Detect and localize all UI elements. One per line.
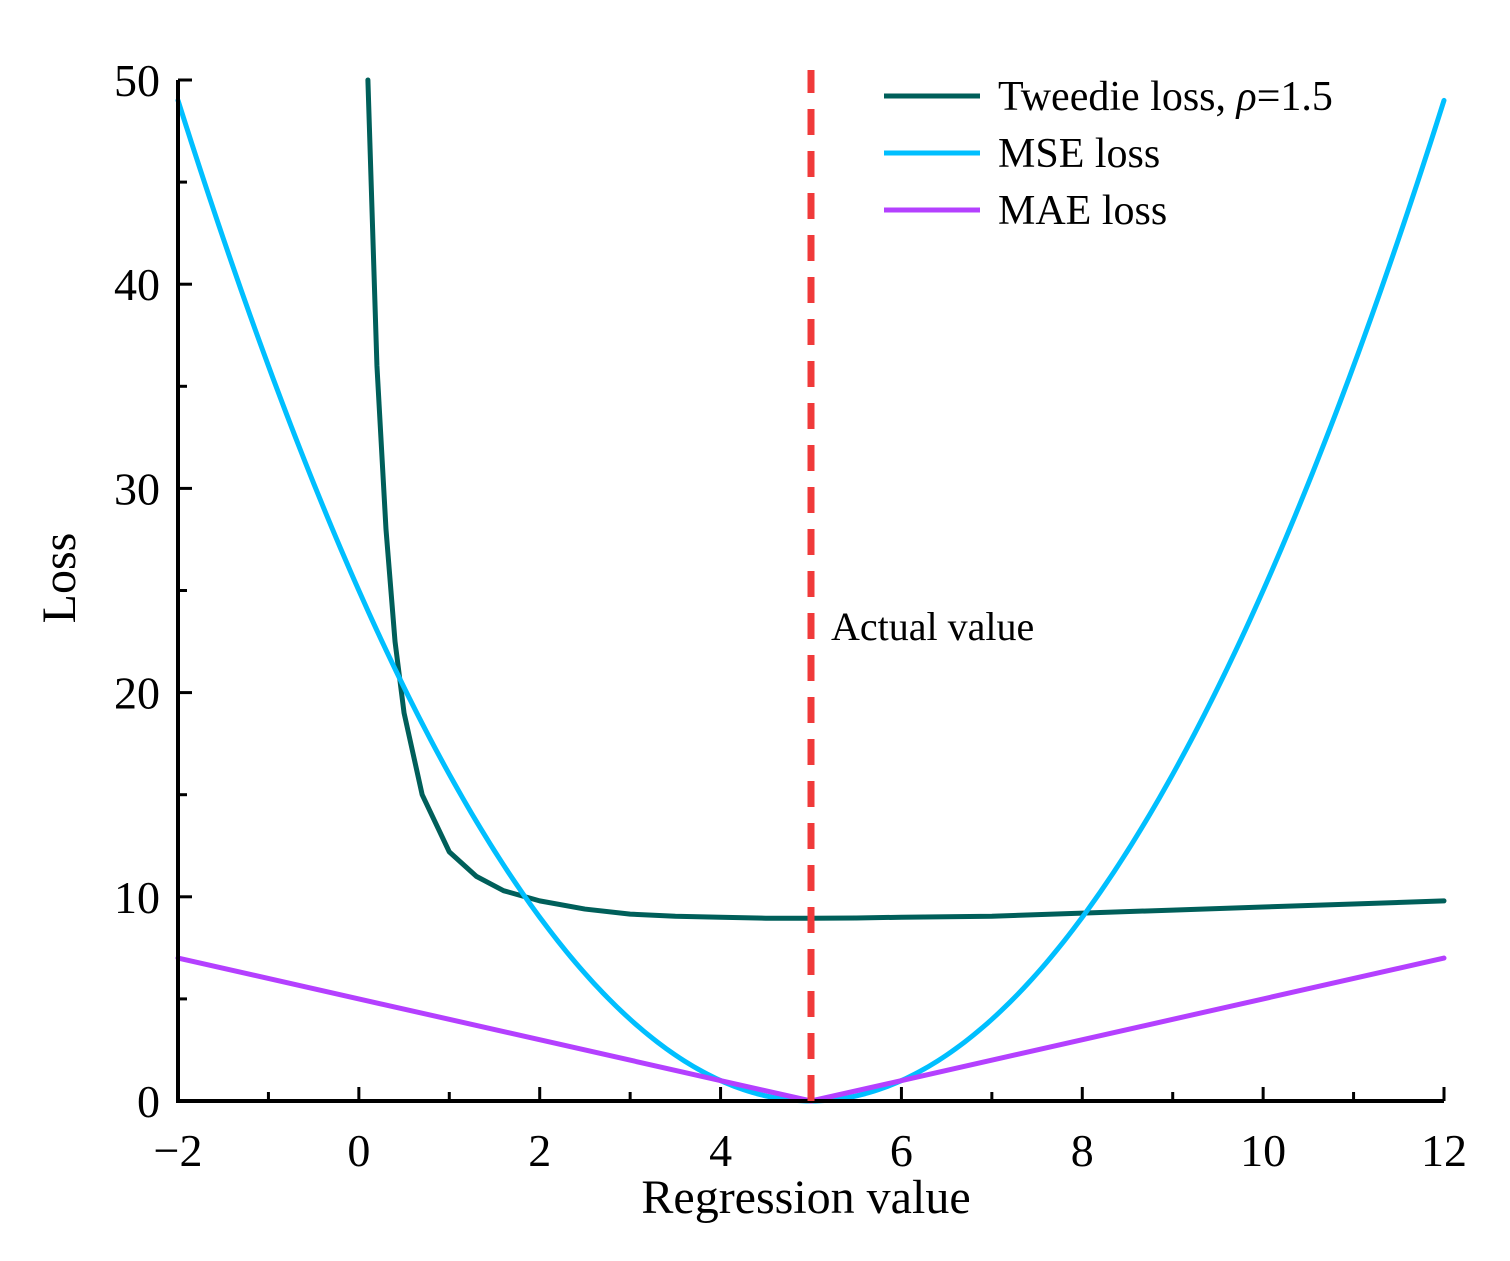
x-tick-label: 2 [528, 1125, 551, 1176]
series-line-tweedie [365, 77, 1447, 921]
legend-label-suffix: =1.5 [1257, 74, 1333, 120]
y-tick-label: 0 [137, 1076, 160, 1127]
legend: Tweedie loss, ρ=1.5 MSE loss MAE loss [884, 74, 1333, 234]
y-axis-title: Loss [33, 533, 86, 624]
legend-rho-symbol: ρ [1235, 74, 1257, 120]
x-tick-label: 6 [890, 1125, 913, 1176]
annotations: Actual value [807, 70, 1034, 1101]
legend-label-mse: MSE loss [998, 131, 1160, 177]
x-axis-title: Regression value [641, 1171, 970, 1224]
y-tick-label: 30 [114, 463, 160, 514]
y-tick-label: 50 [114, 55, 160, 106]
actual-value-label: Actual value [831, 604, 1034, 649]
legend-label-tweedie: Tweedie loss, ρ=1.5 [998, 74, 1333, 120]
x-tick-label: 4 [709, 1125, 732, 1176]
y-tick-label: 20 [114, 668, 160, 719]
x-tick-label: −2 [154, 1125, 203, 1176]
x-tick-label: 12 [1421, 1125, 1467, 1176]
legend-label-text: Tweedie loss, [998, 74, 1237, 120]
x-tick-label: 0 [347, 1125, 370, 1176]
legend-label-mae: MAE loss [998, 188, 1167, 234]
x-tick-label: 8 [1071, 1125, 1094, 1176]
y-tick-label: 40 [114, 259, 160, 310]
x-tick-label: 10 [1240, 1125, 1286, 1176]
y-tick-label: 10 [114, 872, 160, 923]
